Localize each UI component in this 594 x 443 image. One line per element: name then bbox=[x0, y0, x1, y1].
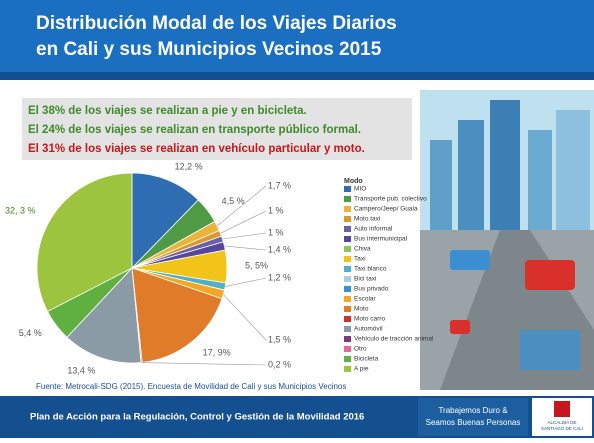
logo-shield bbox=[554, 401, 570, 417]
legend-label: Escolar bbox=[354, 296, 377, 303]
legend-swatch bbox=[344, 246, 351, 252]
legend-swatch bbox=[344, 366, 351, 372]
value-label: 5,4 % bbox=[19, 328, 42, 338]
value-label: 1 % bbox=[268, 227, 284, 237]
logo-text: SANTIAGO DE CALI bbox=[541, 426, 583, 431]
legend-label: Bici taxi bbox=[354, 276, 376, 283]
legend-label: A pie bbox=[354, 366, 369, 373]
value-label: 12,2 % bbox=[175, 161, 203, 171]
value-label: 0,2 % bbox=[268, 359, 291, 369]
pie-slice bbox=[131, 172, 199, 269]
value-label: 1,5 % bbox=[268, 334, 291, 344]
logo-text: ALCALDÍA DE bbox=[547, 419, 576, 425]
highlight: El 31% de los viajes se realizan en vehí… bbox=[28, 143, 365, 155]
slogan-box bbox=[418, 398, 528, 436]
city-illustration bbox=[420, 90, 594, 390]
title-line: en Cali y sus Municipios Vecinos 2015 bbox=[36, 39, 382, 60]
legend-label: Chiva bbox=[354, 246, 371, 253]
leader-line bbox=[141, 362, 267, 366]
legend-swatch bbox=[344, 336, 351, 342]
legend-label: Moto bbox=[354, 306, 369, 313]
legend-label: MIO bbox=[354, 186, 366, 193]
legend-label: Taxi blanco bbox=[354, 266, 387, 273]
legend-swatch bbox=[344, 216, 351, 222]
value-label: 4,5 % bbox=[222, 196, 245, 206]
value-label: 1 % bbox=[268, 205, 284, 215]
header-stripe bbox=[0, 72, 594, 80]
title-line: Distribución Modal de los Viajes Diarios bbox=[36, 13, 397, 34]
leader-line bbox=[223, 294, 267, 341]
leader-line bbox=[225, 277, 267, 287]
legend-swatch bbox=[344, 276, 351, 282]
legend-label: Campero/Jeep/ Guala bbox=[354, 206, 418, 213]
value-label: 17, 9% bbox=[203, 348, 231, 358]
value-label: 5, 5% bbox=[245, 261, 268, 271]
legend-label: Bus privado bbox=[354, 286, 389, 293]
leader-line bbox=[216, 185, 267, 227]
highlight: El 38% de los viajes se realizan a pie y… bbox=[28, 105, 307, 117]
legend-swatch bbox=[344, 256, 351, 262]
legend-label: Vehículo de tracción animal bbox=[354, 336, 434, 343]
footer-plan: Plan de Acción para la Regulación, Contr… bbox=[30, 412, 364, 423]
legend-swatch bbox=[344, 266, 351, 272]
legend-label: Auto informal bbox=[354, 226, 393, 233]
legend-swatch bbox=[344, 306, 351, 312]
legend-swatch bbox=[344, 206, 351, 212]
legend-swatch bbox=[344, 316, 351, 322]
legend-label: Bicicleta bbox=[354, 356, 379, 363]
value-label: 1,7 % bbox=[268, 180, 291, 190]
legend-swatch bbox=[344, 346, 351, 352]
pie-slice bbox=[66, 267, 142, 364]
source: Fuente: Metrocali-SDG (2015). Encuesta d… bbox=[36, 382, 346, 391]
highlight-box bbox=[22, 98, 412, 160]
value-label: 32, 3 % bbox=[5, 206, 36, 216]
legend-swatch bbox=[344, 226, 351, 232]
legend-label: Automóvil bbox=[354, 326, 383, 333]
legend-label: Moto carro bbox=[354, 316, 385, 323]
leader-line bbox=[224, 245, 267, 251]
value-label: 13,4 % bbox=[67, 366, 95, 376]
pie-slice bbox=[36, 172, 133, 312]
value-label: 1,4 % bbox=[268, 244, 291, 254]
slogan: Trabajemos Duro & bbox=[438, 406, 508, 415]
legend-swatch bbox=[344, 296, 351, 302]
legend-swatch bbox=[344, 326, 351, 332]
legend-label: Taxi bbox=[354, 256, 366, 263]
header-band bbox=[0, 0, 594, 78]
legend-swatch bbox=[344, 286, 351, 292]
value-label: 1,2 % bbox=[268, 272, 291, 282]
legend-title: Modo bbox=[344, 178, 363, 185]
legend-label: Moto taxi bbox=[354, 216, 380, 223]
legend-swatch bbox=[344, 196, 351, 202]
legend-swatch bbox=[344, 356, 351, 362]
legend-label: Transporte pub. colectivo bbox=[354, 196, 427, 203]
leader-line bbox=[222, 232, 267, 240]
legend-label: Bus intermunicipal bbox=[354, 236, 408, 243]
legend-label: Otro bbox=[354, 346, 367, 353]
legend-swatch bbox=[344, 236, 351, 242]
highlight: El 24% de los viajes se realizan en tran… bbox=[28, 124, 361, 136]
leader-line bbox=[220, 210, 267, 234]
legend-swatch bbox=[344, 186, 351, 192]
pie-slice bbox=[131, 267, 223, 363]
slogan: Seamos Buenas Personas bbox=[426, 418, 521, 427]
